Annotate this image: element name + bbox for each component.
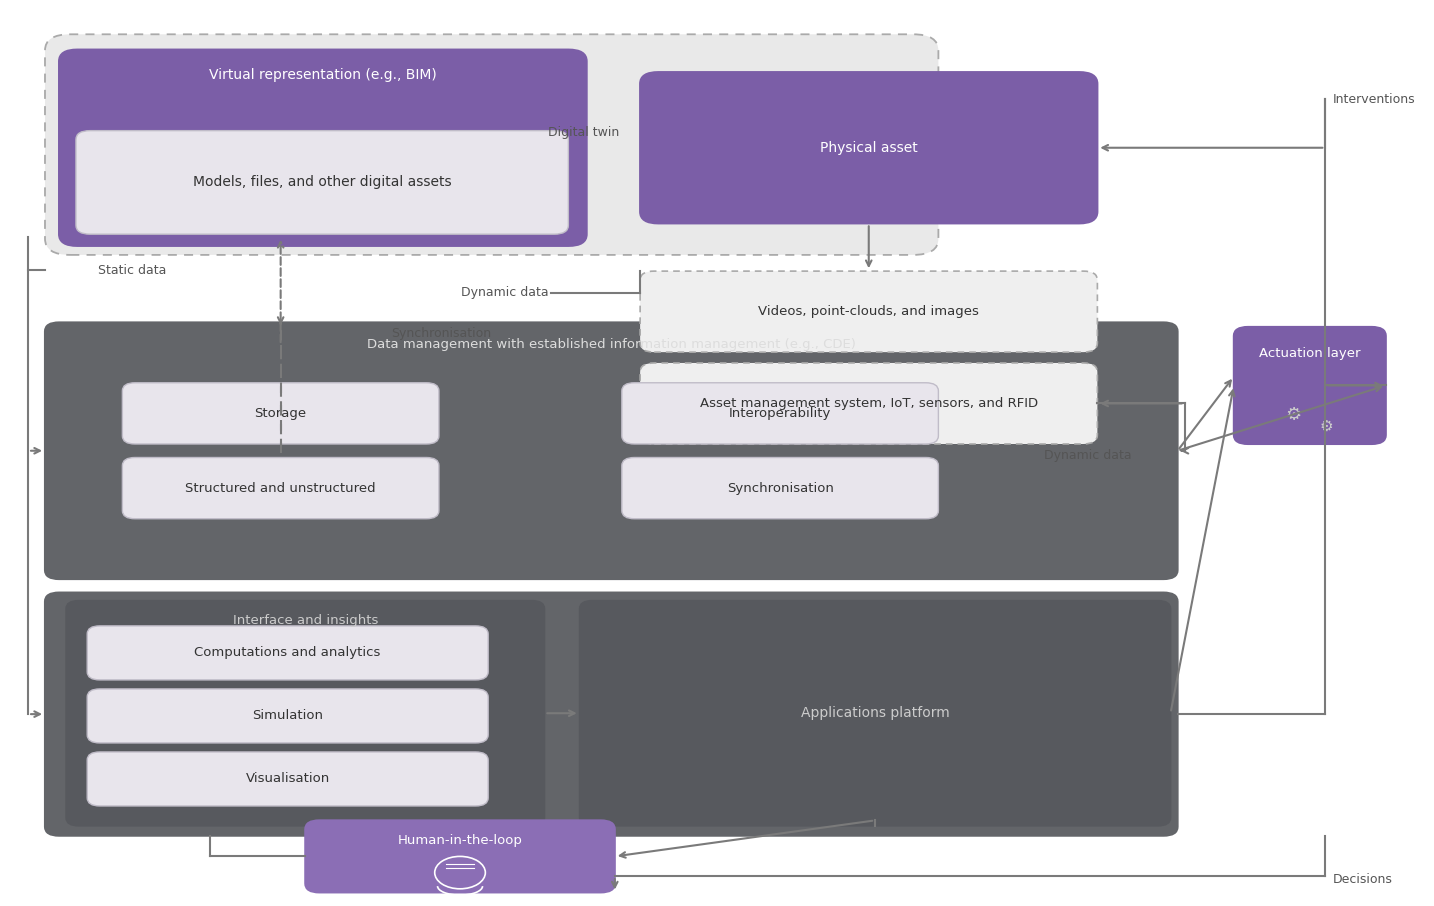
Text: Applications platform: Applications platform <box>800 707 949 720</box>
Text: Structured and unstructured: Structured and unstructured <box>185 482 376 495</box>
Text: Static data: Static data <box>99 264 166 276</box>
FancyBboxPatch shape <box>622 382 938 444</box>
FancyBboxPatch shape <box>640 363 1097 444</box>
FancyBboxPatch shape <box>1233 327 1385 444</box>
FancyBboxPatch shape <box>44 593 1177 835</box>
Text: ⚙: ⚙ <box>1319 419 1334 433</box>
FancyBboxPatch shape <box>640 72 1097 224</box>
Text: Visualisation: Visualisation <box>245 773 330 786</box>
Text: Computations and analytics: Computations and analytics <box>195 646 381 660</box>
FancyBboxPatch shape <box>87 689 488 743</box>
Text: Synchronisation: Synchronisation <box>391 327 492 340</box>
FancyBboxPatch shape <box>640 271 1097 352</box>
Text: ⚙: ⚙ <box>1285 406 1301 424</box>
Text: Interface and insights: Interface and insights <box>232 614 379 627</box>
Text: Synchronisation: Synchronisation <box>727 482 833 495</box>
Text: Actuation layer: Actuation layer <box>1259 348 1361 361</box>
FancyBboxPatch shape <box>122 458 439 519</box>
FancyBboxPatch shape <box>76 130 568 234</box>
Text: Data management with established information management (e.g., CDE): Data management with established informa… <box>367 339 856 352</box>
Text: Physical asset: Physical asset <box>820 140 918 155</box>
Text: Human-in-the-loop: Human-in-the-loop <box>397 834 522 847</box>
Text: Interoperability: Interoperability <box>728 407 832 419</box>
Text: Models, files, and other digital assets: Models, files, and other digital assets <box>192 176 452 189</box>
Text: Decisions: Decisions <box>1332 873 1392 886</box>
Text: Dynamic data: Dynamic data <box>462 286 549 299</box>
Text: Virtual representation (e.g., BIM): Virtual representation (e.g., BIM) <box>209 68 437 82</box>
Text: Videos, point-clouds, and images: Videos, point-clouds, and images <box>759 305 979 318</box>
Text: Interventions: Interventions <box>1332 92 1415 106</box>
Text: Digital twin: Digital twin <box>548 126 619 139</box>
Text: Dynamic data: Dynamic data <box>1044 449 1131 462</box>
FancyBboxPatch shape <box>44 34 938 255</box>
FancyBboxPatch shape <box>87 752 488 806</box>
Text: Asset management system, IoT, sensors, and RFID: Asset management system, IoT, sensors, a… <box>700 397 1038 410</box>
Text: Storage: Storage <box>255 407 307 419</box>
FancyBboxPatch shape <box>305 820 615 892</box>
Text: Simulation: Simulation <box>252 709 323 722</box>
FancyBboxPatch shape <box>122 382 439 444</box>
FancyBboxPatch shape <box>59 50 587 246</box>
FancyBboxPatch shape <box>66 601 545 825</box>
FancyBboxPatch shape <box>579 601 1170 825</box>
FancyBboxPatch shape <box>622 458 938 519</box>
FancyBboxPatch shape <box>44 323 1177 579</box>
FancyBboxPatch shape <box>87 626 488 680</box>
